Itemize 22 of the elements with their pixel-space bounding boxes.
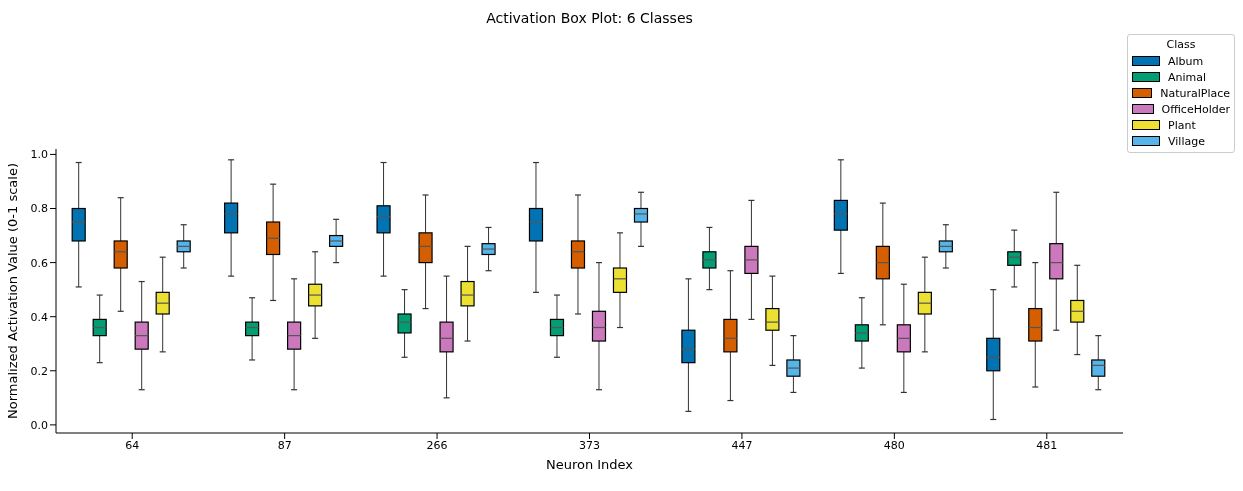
legend-title: Class bbox=[1165, 38, 1197, 51]
x-tick-label: 64 bbox=[125, 438, 140, 452]
legend-label: Album bbox=[1168, 54, 1204, 68]
legend-label: Village bbox=[1168, 134, 1205, 148]
x-tick-label: 87 bbox=[277, 438, 292, 452]
legend-label: Plant bbox=[1168, 118, 1196, 132]
x-tick-label: 480 bbox=[883, 438, 905, 452]
y-tick-label: 0.2 bbox=[30, 364, 48, 378]
legend-label: OfficeHolder bbox=[1161, 102, 1230, 116]
x-tick-label: 266 bbox=[426, 438, 448, 452]
y-tick-label: 1.0 bbox=[30, 148, 48, 162]
legend-label: Animal bbox=[1168, 70, 1207, 84]
x-tick-label: 447 bbox=[731, 438, 753, 452]
legend-label: NaturalPlace bbox=[1160, 86, 1230, 100]
y-tick-label: 0.6 bbox=[30, 256, 48, 270]
chart-title: Activation Box Plot: 6 Classes bbox=[485, 10, 694, 26]
y-tick-label: 0.8 bbox=[30, 202, 48, 216]
y-tick-label: 0.4 bbox=[30, 310, 48, 324]
x-tick-label: 481 bbox=[1036, 438, 1058, 452]
x-axis-title: Neuron Index bbox=[545, 457, 634, 472]
y-tick-label: 0.0 bbox=[30, 418, 48, 432]
x-tick-label: 373 bbox=[579, 438, 600, 452]
